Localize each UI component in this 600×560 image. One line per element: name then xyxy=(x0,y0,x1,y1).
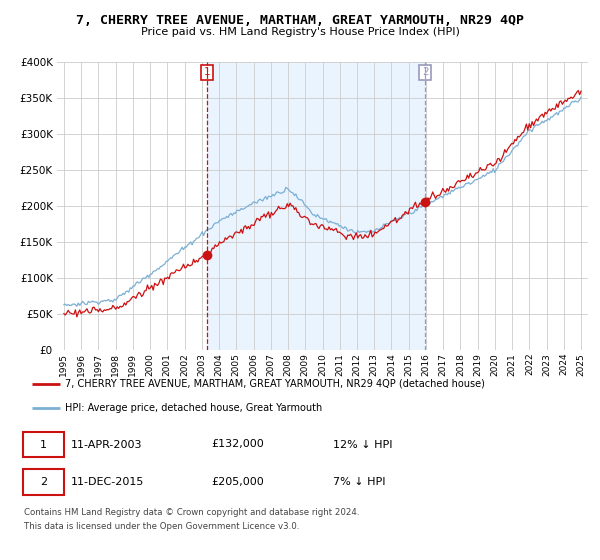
Text: 7, CHERRY TREE AVENUE, MARTHAM, GREAT YARMOUTH, NR29 4QP: 7, CHERRY TREE AVENUE, MARTHAM, GREAT YA… xyxy=(76,14,524,27)
Text: 2: 2 xyxy=(422,67,428,77)
Text: 12% ↓ HPI: 12% ↓ HPI xyxy=(333,440,392,450)
Text: Contains HM Land Registry data © Crown copyright and database right 2024.: Contains HM Land Registry data © Crown c… xyxy=(24,508,359,517)
Text: £205,000: £205,000 xyxy=(212,477,265,487)
Text: HPI: Average price, detached house, Great Yarmouth: HPI: Average price, detached house, Grea… xyxy=(65,403,323,413)
Text: 1: 1 xyxy=(203,67,210,77)
Text: 1: 1 xyxy=(40,440,47,450)
Text: 11-DEC-2015: 11-DEC-2015 xyxy=(71,477,144,487)
Text: 11-APR-2003: 11-APR-2003 xyxy=(71,440,142,450)
Text: £132,000: £132,000 xyxy=(212,440,265,450)
Bar xyxy=(206,62,425,350)
FancyBboxPatch shape xyxy=(23,432,64,458)
Text: This data is licensed under the Open Government Licence v3.0.: This data is licensed under the Open Gov… xyxy=(24,522,299,531)
FancyBboxPatch shape xyxy=(23,469,64,495)
Text: Price paid vs. HM Land Registry's House Price Index (HPI): Price paid vs. HM Land Registry's House … xyxy=(140,27,460,37)
Text: 7% ↓ HPI: 7% ↓ HPI xyxy=(333,477,386,487)
Text: 2: 2 xyxy=(40,477,47,487)
Text: 7, CHERRY TREE AVENUE, MARTHAM, GREAT YARMOUTH, NR29 4QP (detached house): 7, CHERRY TREE AVENUE, MARTHAM, GREAT YA… xyxy=(65,379,485,389)
